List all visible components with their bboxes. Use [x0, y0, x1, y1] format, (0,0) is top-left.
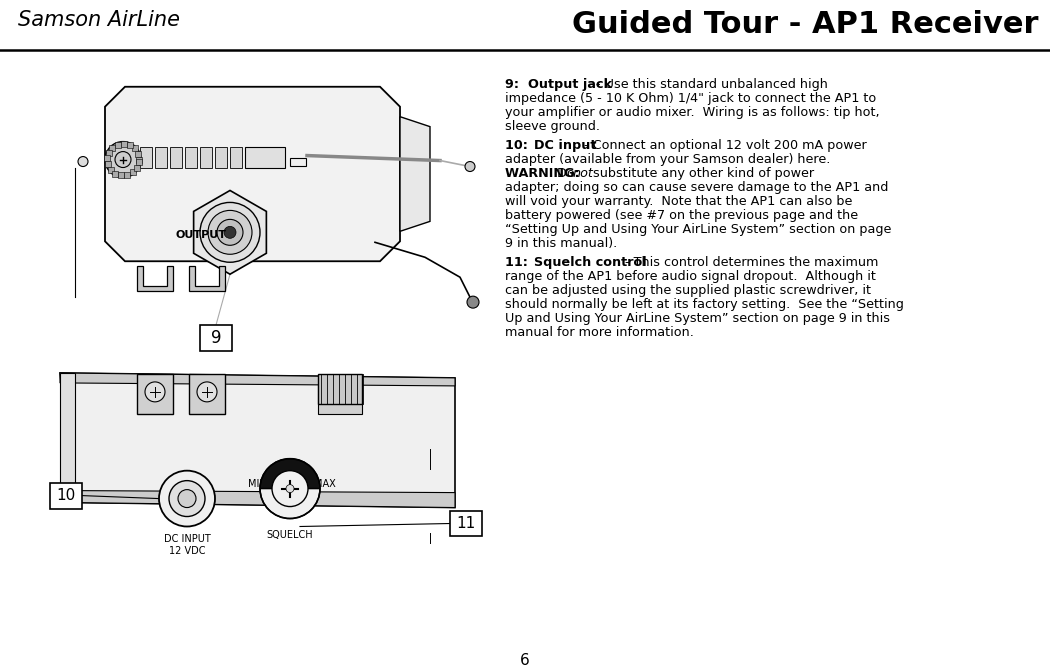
Text: 11:: 11:: [505, 256, 537, 269]
Text: manual for more information.: manual for more information.: [505, 326, 694, 339]
Circle shape: [78, 157, 88, 167]
Text: Up and Using Your AirLine System” section on page 9 in this: Up and Using Your AirLine System” sectio…: [505, 312, 890, 325]
Text: SQUELCH: SQUELCH: [267, 530, 313, 540]
Bar: [114, 142, 121, 148]
Bar: [108, 167, 113, 173]
Bar: [130, 169, 135, 175]
Bar: [318, 384, 362, 414]
Text: 9:: 9:: [505, 78, 528, 91]
Text: 10: 10: [57, 488, 76, 503]
Text: MIN: MIN: [248, 478, 267, 489]
Bar: [124, 172, 130, 178]
Polygon shape: [189, 266, 225, 291]
Circle shape: [224, 226, 236, 239]
Text: 11: 11: [457, 516, 476, 531]
Polygon shape: [60, 373, 455, 507]
Bar: [155, 146, 167, 167]
Text: not: not: [573, 167, 593, 180]
Circle shape: [467, 296, 479, 308]
Text: DC input: DC input: [534, 139, 596, 152]
Bar: [126, 142, 132, 148]
Text: will void your warranty.  Note that the AP1 can also be: will void your warranty. Note that the A…: [505, 195, 853, 208]
Text: 9: 9: [211, 329, 222, 347]
Bar: [105, 161, 111, 167]
Circle shape: [159, 470, 215, 526]
Text: 10:: 10:: [505, 139, 537, 152]
Circle shape: [208, 210, 252, 254]
Bar: [121, 140, 127, 146]
Text: substitute any other kind of power: substitute any other kind of power: [589, 167, 814, 180]
Bar: [290, 157, 306, 165]
Circle shape: [465, 161, 475, 171]
Text: sleeve ground.: sleeve ground.: [505, 120, 600, 132]
Polygon shape: [193, 190, 267, 274]
Circle shape: [217, 219, 243, 245]
Text: Squelch control: Squelch control: [534, 256, 647, 269]
Text: adapter; doing so can cause severe damage to the AP1 and: adapter; doing so can cause severe damag…: [505, 181, 888, 194]
Bar: [215, 146, 227, 167]
Bar: [135, 159, 142, 165]
Circle shape: [272, 470, 308, 507]
Text: “Setting Up and Using Your AirLine System” section on page: “Setting Up and Using Your AirLine Syste…: [505, 223, 891, 236]
Text: should normally be left at its factory setting.  See the “Setting: should normally be left at its factory s…: [505, 298, 904, 311]
Circle shape: [197, 382, 217, 402]
Bar: [112, 171, 119, 177]
Text: - This control determines the maximum: - This control determines the maximum: [621, 256, 878, 269]
Text: impedance (5 - 10 K Ohm) 1/4" jack to connect the AP1 to: impedance (5 - 10 K Ohm) 1/4" jack to co…: [505, 91, 877, 105]
Bar: [119, 173, 124, 178]
Bar: [106, 150, 111, 155]
Wedge shape: [260, 489, 320, 519]
Bar: [200, 146, 212, 167]
Bar: [318, 374, 362, 404]
Bar: [230, 146, 242, 167]
Text: battery powered (see #7 on the previous page and the: battery powered (see #7 on the previous …: [505, 209, 858, 222]
Bar: [170, 146, 182, 167]
Bar: [133, 165, 140, 171]
Bar: [185, 146, 197, 167]
Text: Guided Tour - AP1 Receiver: Guided Tour - AP1 Receiver: [571, 10, 1038, 39]
Bar: [245, 146, 285, 167]
Text: can be adjusted using the supplied plastic screwdriver, it: can be adjusted using the supplied plast…: [505, 284, 872, 297]
Bar: [140, 146, 152, 167]
Text: DC INPUT
12 VDC: DC INPUT 12 VDC: [164, 534, 210, 556]
Text: 6: 6: [520, 653, 530, 668]
Bar: [450, 511, 482, 536]
Bar: [136, 157, 142, 163]
Text: WARNING:: WARNING:: [505, 167, 584, 180]
Circle shape: [200, 202, 260, 262]
Text: adapter (available from your Samson dealer) here.: adapter (available from your Samson deal…: [505, 153, 831, 166]
Polygon shape: [75, 491, 455, 507]
Polygon shape: [60, 373, 455, 386]
Circle shape: [145, 382, 165, 402]
Bar: [200, 325, 232, 351]
Circle shape: [178, 490, 196, 507]
Bar: [131, 145, 138, 151]
Polygon shape: [136, 266, 173, 291]
Text: MAX: MAX: [314, 478, 336, 489]
Bar: [104, 155, 110, 161]
Text: Output jack: Output jack: [528, 78, 612, 91]
Text: Samson AirLine: Samson AirLine: [18, 10, 180, 30]
Bar: [189, 374, 225, 414]
Text: - Use this standard unbalanced high: - Use this standard unbalanced high: [592, 78, 827, 91]
Polygon shape: [105, 87, 400, 261]
Circle shape: [116, 152, 131, 167]
Text: Do: Do: [558, 167, 579, 180]
Text: your amplifier or audio mixer.  Wiring is as follows: tip hot,: your amplifier or audio mixer. Wiring is…: [505, 106, 880, 119]
Circle shape: [105, 142, 141, 177]
Bar: [134, 151, 141, 157]
Text: range of the AP1 before audio signal dropout.  Although it: range of the AP1 before audio signal dro…: [505, 270, 876, 283]
Polygon shape: [60, 373, 75, 503]
Wedge shape: [260, 459, 320, 489]
Text: - Connect an optional 12 volt 200 mA power: - Connect an optional 12 volt 200 mA pow…: [581, 139, 867, 152]
Text: OUTPUT: OUTPUT: [175, 230, 226, 241]
Text: 9 in this manual).: 9 in this manual).: [505, 237, 617, 250]
Bar: [136, 374, 173, 414]
Polygon shape: [400, 117, 430, 231]
Bar: [50, 482, 82, 509]
Circle shape: [286, 485, 294, 493]
Circle shape: [169, 480, 205, 517]
Bar: [109, 144, 116, 151]
